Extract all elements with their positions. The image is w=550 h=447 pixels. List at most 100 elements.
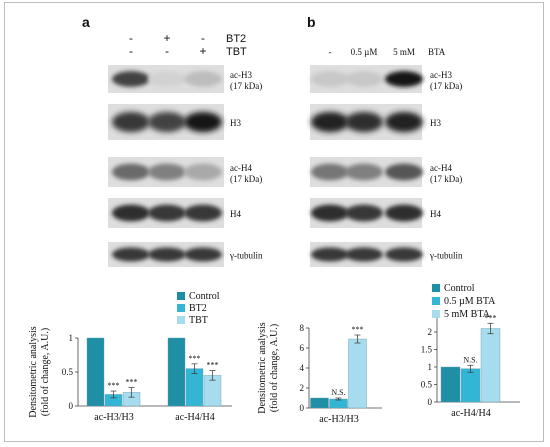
blot-band: [148, 71, 186, 87]
y-axis-label: (fold of change, A.U.): [269, 324, 280, 412]
blot-band: [311, 247, 349, 262]
y-tick-label: 8: [300, 323, 305, 333]
blot-band: [184, 204, 222, 222]
significance-label: ***: [126, 378, 138, 387]
blot-band: [345, 111, 383, 133]
legend-swatch: [432, 310, 440, 318]
blot-band: [345, 247, 383, 262]
y-tick-label: 1.5: [421, 345, 433, 355]
blot-label-kda: (17 kDa): [230, 174, 262, 184]
blot-band: [345, 71, 383, 87]
blot-label: H4: [430, 209, 441, 219]
blot-label: γ-tubulin: [229, 251, 263, 261]
blot-label-kda: (17 kDa): [230, 81, 262, 91]
blot-band: [112, 111, 150, 133]
treatment-mark: -: [165, 44, 169, 58]
legend-label: 5 mM BTA: [444, 309, 491, 320]
y-tick-label: 4: [300, 363, 305, 373]
blot-label-kda: (17 kDa): [430, 174, 462, 184]
legend-label: TBT: [189, 315, 208, 326]
treatment-label: TBT: [226, 46, 247, 58]
bar: [310, 397, 329, 409]
chart-panel-b-h3: 0 2 4 6 8 N.S. *** ac-H3/H3 Densitometric analys…: [257, 322, 382, 425]
blot-band: [184, 71, 222, 87]
blot-band: [385, 204, 423, 222]
significance-label: ***: [207, 361, 219, 370]
bar: [480, 328, 501, 403]
blot-label: γ-tubulin: [429, 251, 463, 261]
bar: [460, 368, 481, 403]
blot-band: [112, 71, 150, 87]
treatment-mark: -: [201, 31, 205, 45]
y-tick-label: 0.5: [62, 367, 74, 377]
panel-a-letter: a: [82, 14, 90, 30]
legend-swatch: [177, 316, 185, 324]
blot-label: ac-H3: [430, 70, 452, 80]
blot-band: [148, 111, 186, 133]
significance-label: N.S.: [331, 388, 345, 397]
blot-label: H4: [230, 209, 241, 219]
treatment-mark: -: [129, 31, 133, 45]
legend-label: Control: [189, 291, 220, 302]
blot-label-kda: (17 kDa): [430, 81, 462, 91]
y-tick-label: 0: [428, 397, 433, 407]
bar: [167, 337, 186, 407]
y-tick-label: 1: [69, 333, 74, 343]
significance-label: ***: [189, 354, 201, 363]
blot-band: [311, 71, 349, 87]
panel-b-lanes: - 0.5 µM 5 mM BTA: [329, 47, 446, 57]
panel-a-treatments: - + - BT2- - + TBT: [129, 31, 247, 58]
y-axis-label: Densitometric analysis: [28, 326, 39, 417]
blot-band: [148, 204, 186, 222]
significance-label: ***: [108, 381, 120, 390]
y-tick-label: 0.5: [421, 380, 433, 390]
y-tick-label: 2: [428, 327, 433, 337]
legend-swatch: [432, 297, 440, 305]
treatment-label: BTA: [428, 47, 446, 57]
lane-label: 0.5 µM: [351, 47, 378, 57]
treatment-mark: +: [199, 44, 206, 58]
blot-band: [112, 247, 150, 262]
chart-panel-b-h4: 0 0.5 1 1.5 2 N.S. *** ac-H4/H4 Control 0.5 µM BT…: [421, 283, 520, 419]
blot-label: H3: [230, 118, 241, 128]
blot-label: H3: [430, 118, 441, 128]
legend-swatch: [432, 284, 440, 292]
y-tick-label: 2: [300, 383, 305, 393]
blot-band: [385, 163, 423, 181]
bar: [348, 338, 367, 409]
treatment-mark: +: [163, 31, 170, 45]
legend-label: Control: [444, 283, 475, 294]
y-tick-label: 6: [300, 343, 305, 353]
bar: [86, 337, 105, 407]
blot-band: [385, 71, 423, 87]
y-axis-label: Densitometric analysis: [257, 322, 268, 413]
bar: [440, 366, 461, 403]
y-tick-label: 1: [428, 362, 433, 372]
chart-panel-a: 0 0.5 1 *** *** ac-H3/H3 *** *** ac-H4/H4 Densito…: [28, 291, 232, 423]
blot-band: [148, 247, 186, 262]
blot-band: [184, 163, 222, 181]
legend-swatch: [177, 292, 185, 300]
legend-label: 0.5 µM BTA: [444, 296, 496, 307]
blot-band: [184, 247, 222, 262]
treatment-label: BT2: [226, 33, 246, 45]
figure-frame: [4, 2, 544, 442]
blot-band: [148, 163, 186, 181]
blot-band: [311, 163, 349, 181]
blot-band: [112, 204, 150, 222]
legend-swatch: [177, 304, 185, 312]
legend-label: BT2: [189, 303, 207, 314]
x-tick-label: ac-H4/H4: [175, 412, 214, 423]
significance-label: ***: [352, 325, 364, 334]
blot-label: ac-H4: [230, 163, 252, 173]
blot-label: ac-H4: [430, 163, 452, 173]
lane-label: 5 mM: [393, 47, 415, 57]
x-tick-label: ac-H3/H3: [319, 414, 358, 425]
x-tick-label: ac-H4/H4: [451, 408, 490, 419]
blot-band: [345, 204, 383, 222]
blot-band: [385, 111, 423, 133]
blot-band: [112, 163, 150, 181]
y-tick-label: 0: [69, 401, 74, 411]
